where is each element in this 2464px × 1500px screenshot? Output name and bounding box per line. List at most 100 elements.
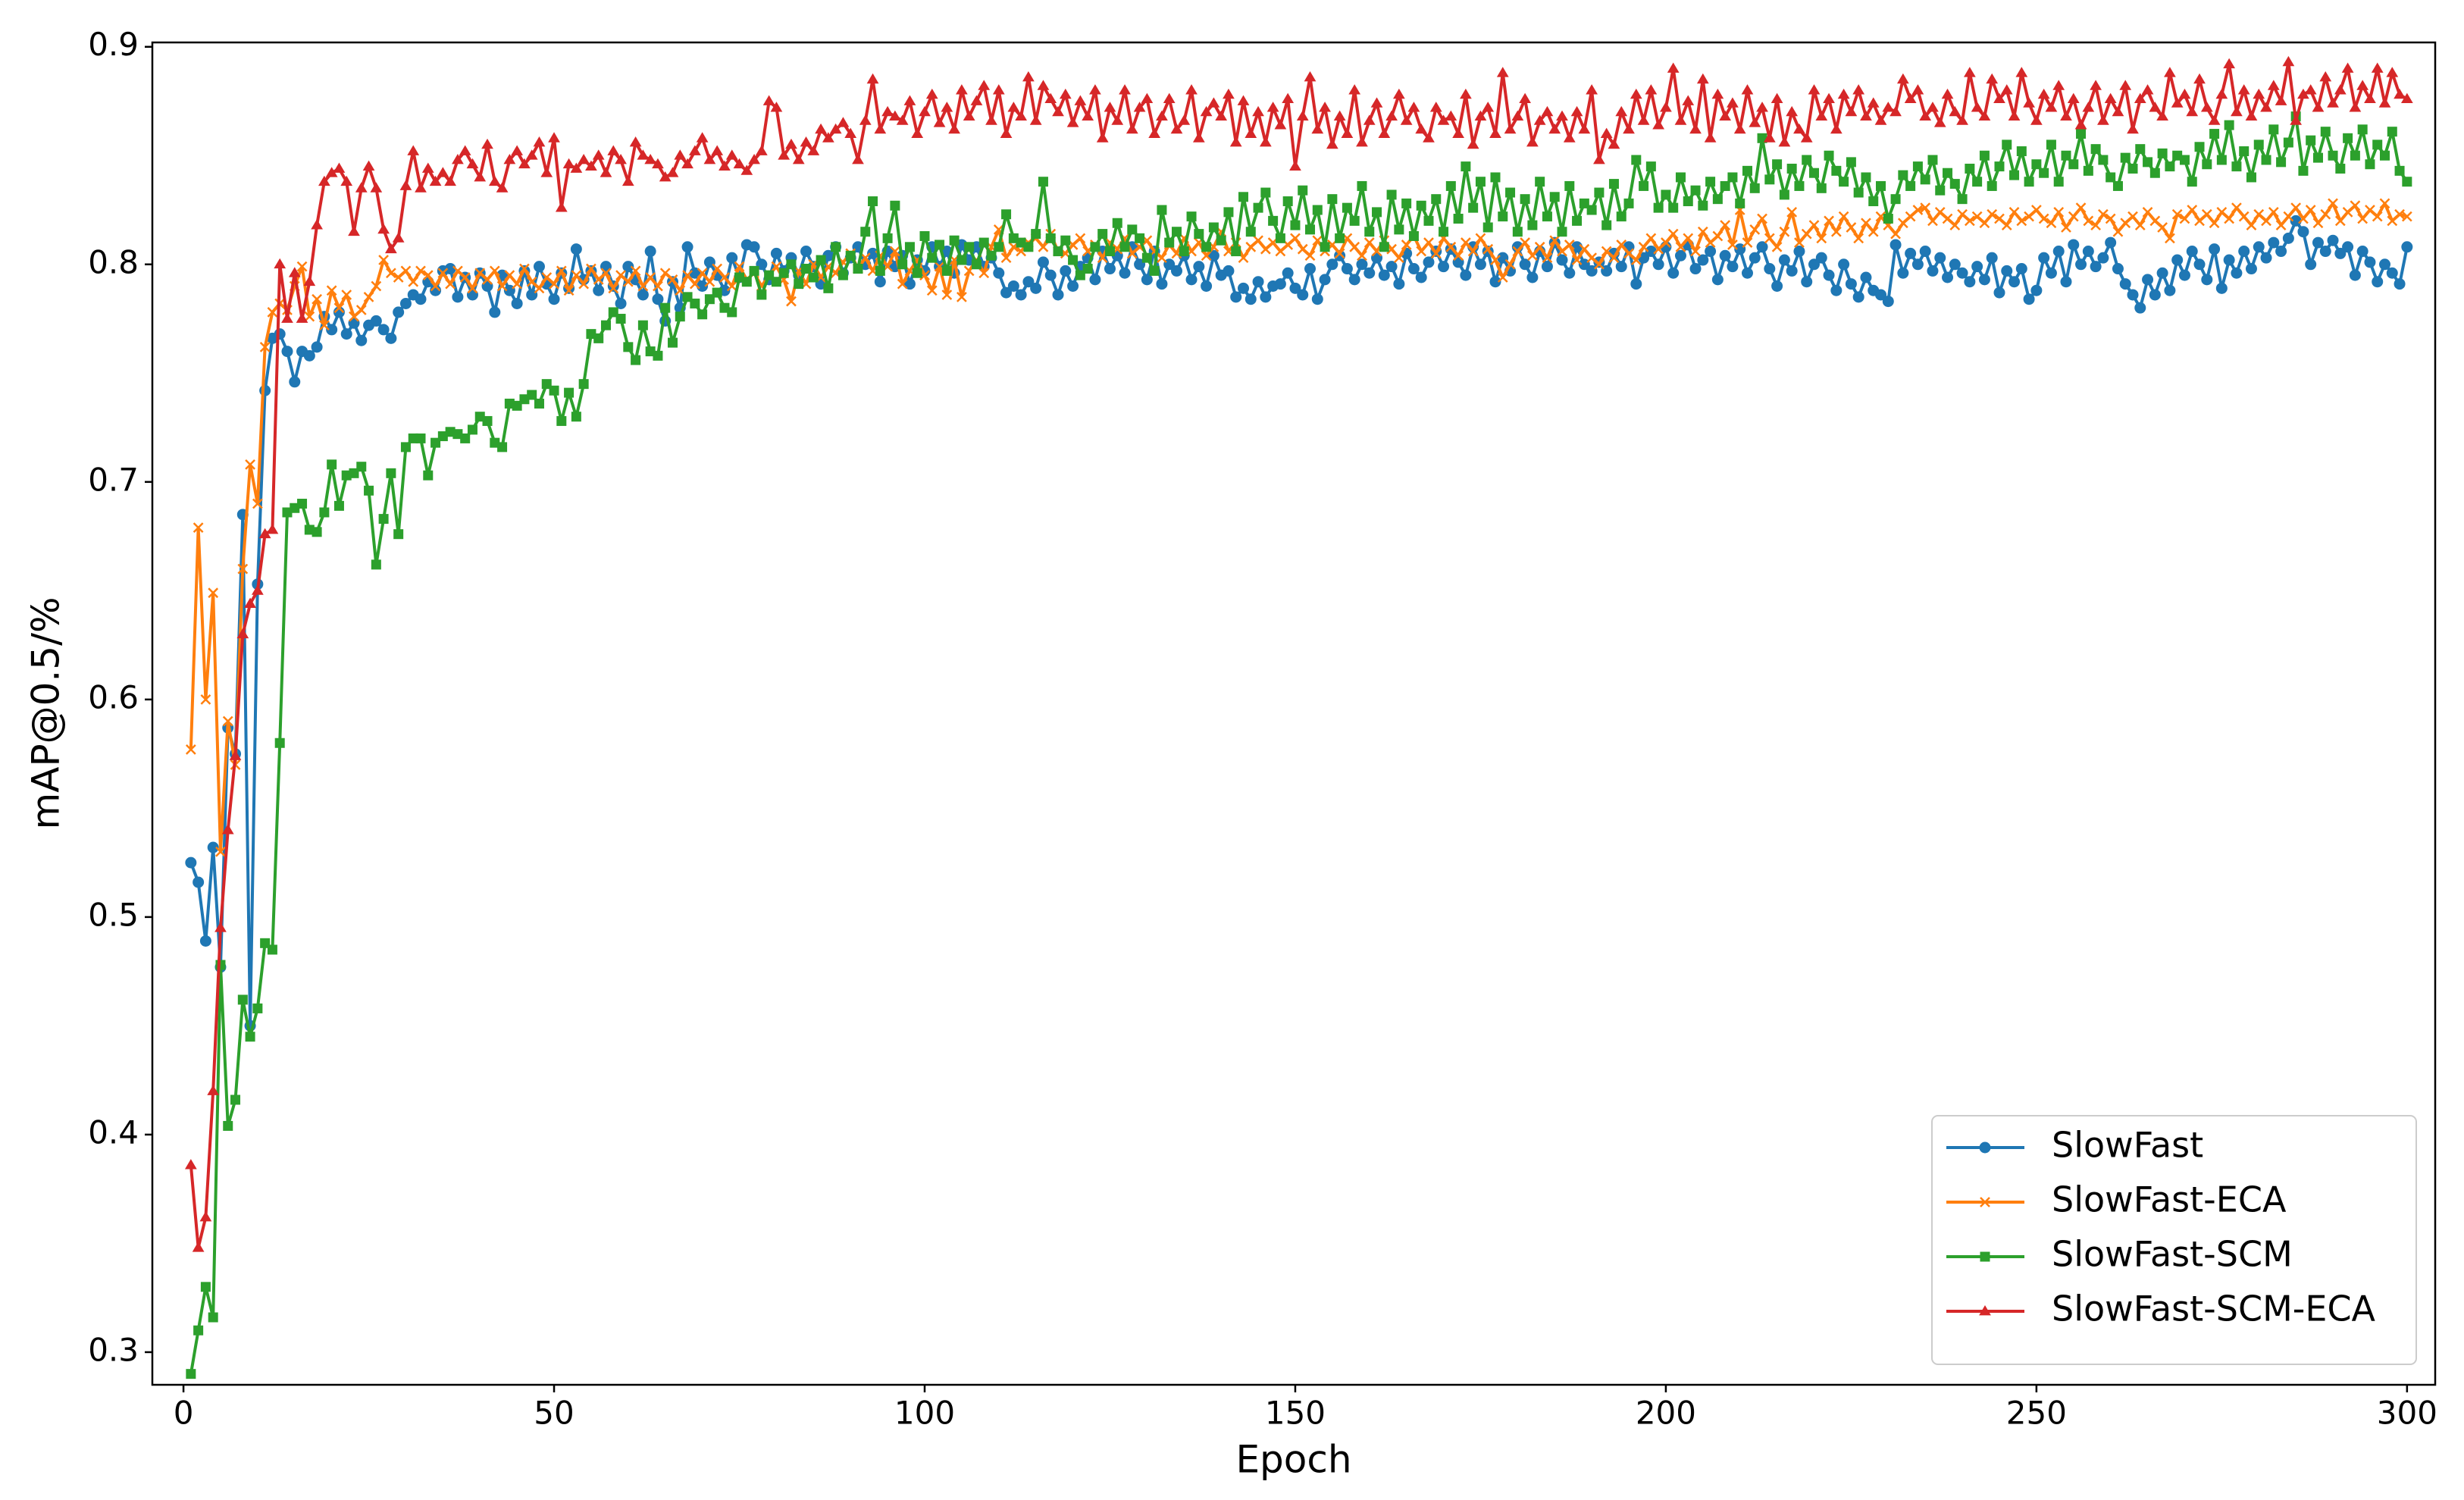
marker (1661, 237, 1671, 248)
marker (260, 938, 271, 948)
marker (215, 846, 226, 857)
marker (1445, 110, 1457, 121)
marker (1911, 258, 1924, 271)
marker (1764, 174, 1775, 185)
marker (2052, 246, 2065, 258)
marker (1845, 105, 1858, 117)
marker (2097, 114, 2109, 125)
marker (2060, 110, 2072, 121)
marker (340, 175, 353, 186)
marker (770, 102, 783, 112)
marker (527, 390, 537, 400)
marker (318, 320, 330, 331)
marker (2223, 254, 2235, 266)
marker (2343, 133, 2353, 143)
marker (1029, 114, 1042, 125)
marker (1911, 84, 1924, 95)
marker (1237, 95, 1250, 105)
marker (689, 278, 700, 290)
marker (1638, 241, 1649, 252)
marker (1979, 1141, 1991, 1154)
marker (1964, 276, 1976, 288)
marker (1874, 114, 1887, 125)
marker (1889, 105, 1902, 117)
marker (1830, 123, 1843, 134)
marker (927, 252, 938, 263)
marker (2002, 139, 2012, 150)
marker (318, 175, 330, 186)
marker (2304, 84, 2317, 95)
marker (1223, 265, 1235, 277)
marker (421, 162, 434, 173)
marker (1194, 229, 1204, 240)
marker (1363, 114, 1376, 125)
marker (903, 95, 916, 105)
marker (868, 196, 878, 207)
marker (518, 158, 531, 169)
marker (1327, 194, 1338, 205)
marker (2334, 215, 2346, 227)
marker (1348, 84, 1361, 95)
marker (941, 265, 952, 276)
legend-frame (1931, 1115, 2417, 1365)
marker (1453, 213, 1464, 224)
marker (2349, 102, 2362, 112)
marker (1082, 264, 1093, 274)
marker (370, 182, 383, 193)
marker (2164, 284, 2176, 296)
marker (1763, 132, 1776, 142)
marker (2282, 232, 2294, 244)
marker (1467, 138, 1479, 149)
marker (2105, 236, 2117, 249)
marker (1919, 246, 1931, 258)
marker (2298, 213, 2309, 224)
marker (2282, 55, 2295, 67)
marker (2178, 269, 2190, 281)
marker (2024, 177, 2034, 187)
marker (266, 523, 279, 534)
marker (1652, 119, 1665, 130)
marker (756, 290, 767, 300)
marker (1823, 269, 1835, 281)
marker (555, 202, 568, 212)
marker (600, 320, 611, 330)
marker (2149, 102, 2162, 112)
marker (193, 1325, 204, 1336)
marker (1423, 237, 1434, 248)
marker (682, 270, 693, 281)
marker (1586, 84, 1598, 95)
marker (1556, 110, 1568, 121)
marker (926, 285, 938, 296)
marker (1259, 136, 1272, 147)
marker (2394, 88, 2406, 99)
marker (503, 154, 516, 164)
marker (1445, 241, 1457, 252)
marker (949, 235, 960, 246)
marker (896, 114, 909, 125)
marker (2127, 211, 2138, 222)
marker (645, 272, 656, 283)
marker (1044, 269, 1057, 281)
marker (1690, 246, 1701, 257)
marker (800, 136, 812, 147)
marker (1282, 92, 1295, 104)
marker (1689, 263, 1702, 275)
marker (808, 272, 819, 283)
marker (2119, 80, 2132, 90)
marker (1830, 284, 1843, 296)
marker (2365, 159, 2375, 170)
marker (2142, 274, 2154, 286)
marker (200, 694, 211, 705)
marker (525, 149, 538, 160)
marker (199, 1210, 212, 1222)
legend-label: SlowFast-SCM (2052, 1234, 2293, 1275)
marker (1430, 248, 1442, 259)
marker (2238, 246, 2250, 258)
marker (1645, 161, 1656, 172)
marker (1423, 215, 1434, 226)
marker (1852, 291, 1864, 303)
marker (1786, 163, 1797, 174)
marker (2171, 254, 2184, 266)
marker (386, 268, 396, 279)
